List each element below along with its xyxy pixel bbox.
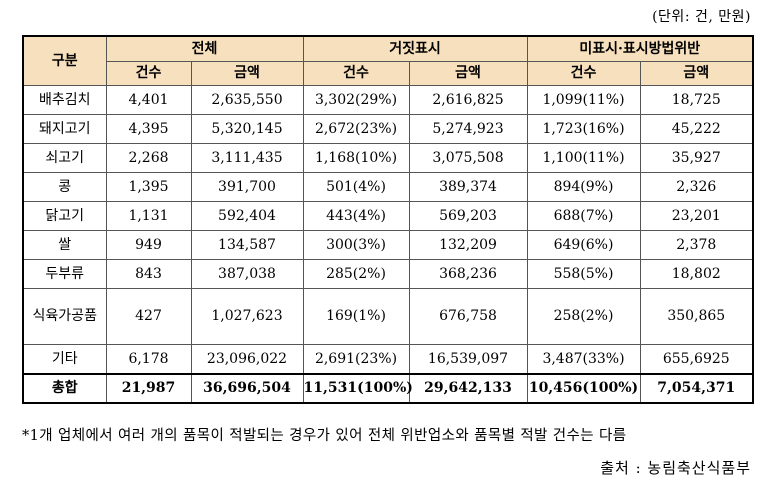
cell-false-count: 300(3%) [302, 230, 410, 260]
row-category: 쌀 [22, 230, 107, 260]
cell-unlabeled-count: 1,099(11%) [526, 85, 641, 115]
cell-unlabeled-count: 894(9%) [526, 172, 641, 202]
cell-unlabeled-amount: 18,802 [639, 259, 754, 289]
cell-false-amount: 3,075,508 [408, 143, 528, 173]
cell-false-count: 2,672(23%) [302, 114, 410, 144]
cell-unlabeled-amount: 350,865 [639, 288, 754, 345]
total-label: 총합 [22, 373, 107, 404]
cell-false-amount: 5,274,923 [408, 114, 528, 144]
cell-total-count: 949 [105, 230, 192, 260]
cell-total-amount: 592,404 [190, 201, 304, 231]
cell-unlabeled-amount: 35,927 [639, 143, 754, 173]
source-credit: 출처 : 농림축산식품부 [600, 459, 751, 477]
row-category: 기타 [22, 344, 107, 375]
total-false-amount: 29,642,133 [408, 373, 528, 404]
total-count: 21,987 [105, 373, 192, 404]
header-category: 구분 [22, 35, 107, 86]
cell-unlabeled-count: 3,487(33%) [526, 344, 641, 375]
header-group-total: 전체 [105, 35, 304, 62]
cell-total-count: 2,268 [105, 143, 192, 173]
cell-unlabeled-count: 258(2%) [526, 288, 641, 345]
row-category: 쇠고기 [22, 143, 107, 173]
cell-false-count: 1,168(10%) [302, 143, 410, 173]
cell-total-count: 843 [105, 259, 192, 289]
total-unlabeled-amount: 7,054,371 [639, 373, 754, 404]
cell-total-count: 4,401 [105, 85, 192, 115]
table-row: 콩 1,395 391,700 501(4%) 389,374 894(9%) … [22, 172, 754, 202]
cell-false-count: 285(2%) [302, 259, 410, 289]
cell-total-amount: 1,027,623 [190, 288, 304, 345]
cell-unlabeled-count: 649(6%) [526, 230, 641, 260]
row-category: 돼지고기 [22, 114, 107, 144]
cell-unlabeled-amount: 2,326 [639, 172, 754, 202]
header-amount: 금액 [408, 61, 528, 86]
cell-false-amount: 389,374 [408, 172, 528, 202]
violation-stats-table: 구분 전체 거짓표시 미표시·표시방법위반 건수 금액 건수 금액 건수 금액 … [22, 35, 755, 404]
row-category: 식육가공품 [22, 288, 107, 345]
header-group-unlabeled: 미표시·표시방법위반 [526, 35, 754, 62]
row-category: 배추김치 [22, 85, 107, 115]
cell-unlabeled-count: 1,723(16%) [526, 114, 641, 144]
cell-unlabeled-count: 688(7%) [526, 201, 641, 231]
cell-total-amount: 2,635,550 [190, 85, 304, 115]
cell-unlabeled-amount: 45,222 [639, 114, 754, 144]
header-count: 건수 [105, 61, 192, 86]
cell-false-count: 501(4%) [302, 172, 410, 202]
table-row: 돼지고기 4,395 5,320,145 2,672(23%) 5,274,92… [22, 114, 754, 144]
cell-total-amount: 391,700 [190, 172, 304, 202]
header-amount: 금액 [190, 61, 304, 86]
cell-total-amount: 5,320,145 [190, 114, 304, 144]
cell-total-amount: 387,038 [190, 259, 304, 289]
cell-unlabeled-count: 1,100(11%) [526, 143, 641, 173]
cell-false-count: 169(1%) [302, 288, 410, 345]
cell-false-count: 443(4%) [302, 201, 410, 231]
header-group-false-label: 거짓표시 [302, 35, 528, 62]
cell-unlabeled-amount: 18,725 [639, 85, 754, 115]
header-count: 건수 [526, 61, 641, 86]
row-category: 닭고기 [22, 201, 107, 231]
table-row: 닭고기 1,131 592,404 443(4%) 569,203 688(7%… [22, 201, 754, 231]
row-category: 콩 [22, 172, 107, 202]
table-row: 쇠고기 2,268 3,111,435 1,168(10%) 3,075,508… [22, 143, 754, 173]
cell-false-amount: 16,539,097 [408, 344, 528, 375]
total-false-count: 11,531(100%) [302, 373, 413, 404]
cell-false-amount: 676,758 [408, 288, 528, 345]
header-count: 건수 [302, 61, 410, 86]
cell-unlabeled-count: 558(5%) [526, 259, 641, 289]
cell-false-amount: 368,236 [408, 259, 528, 289]
cell-unlabeled-amount: 2,378 [639, 230, 754, 260]
cell-total-count: 1,131 [105, 201, 192, 231]
total-amount: 36,696,504 [190, 373, 304, 404]
cell-unlabeled-amount: 655,6925 [639, 344, 754, 375]
cell-total-count: 6,178 [105, 344, 192, 375]
header-amount: 금액 [639, 61, 754, 86]
cell-false-amount: 2,616,825 [408, 85, 528, 115]
table-row: 식육가공품 427 1,027,623 169(1%) 676,758 258(… [22, 288, 754, 345]
table-row: 배추김치 4,401 2,635,550 3,302(29%) 2,616,82… [22, 85, 754, 115]
unit-note: (단위: 건, 만원) [652, 9, 751, 25]
cell-false-count: 2,691(23%) [302, 344, 410, 375]
table-row: 기타 6,178 23,096,022 2,691(23%) 16,539,09… [22, 344, 754, 375]
cell-total-amount: 23,096,022 [190, 344, 304, 375]
cell-unlabeled-amount: 23,201 [639, 201, 754, 231]
footnote: *1개 업체에서 여러 개의 품목이 적발되는 경우가 있어 전체 위반업소와 … [22, 428, 627, 444]
cell-total-amount: 134,587 [190, 230, 304, 260]
table-row: 쌀 949 134,587 300(3%) 132,209 649(6%) 2,… [22, 230, 754, 260]
cell-false-amount: 569,203 [408, 201, 528, 231]
cell-total-count: 1,395 [105, 172, 192, 202]
cell-total-amount: 3,111,435 [190, 143, 304, 173]
cell-total-count: 4,395 [105, 114, 192, 144]
table-row: 두부류 843 387,038 285(2%) 368,236 558(5%) … [22, 259, 754, 289]
cell-false-count: 3,302(29%) [302, 85, 410, 115]
cell-false-amount: 132,209 [408, 230, 528, 260]
cell-total-count: 427 [105, 288, 192, 345]
total-unlabeled-count: 10,456(100%) [526, 373, 641, 404]
row-category: 두부류 [22, 259, 107, 289]
total-row: 총합 21,987 36,696,504 11,531(100%) 29,642… [22, 373, 754, 404]
